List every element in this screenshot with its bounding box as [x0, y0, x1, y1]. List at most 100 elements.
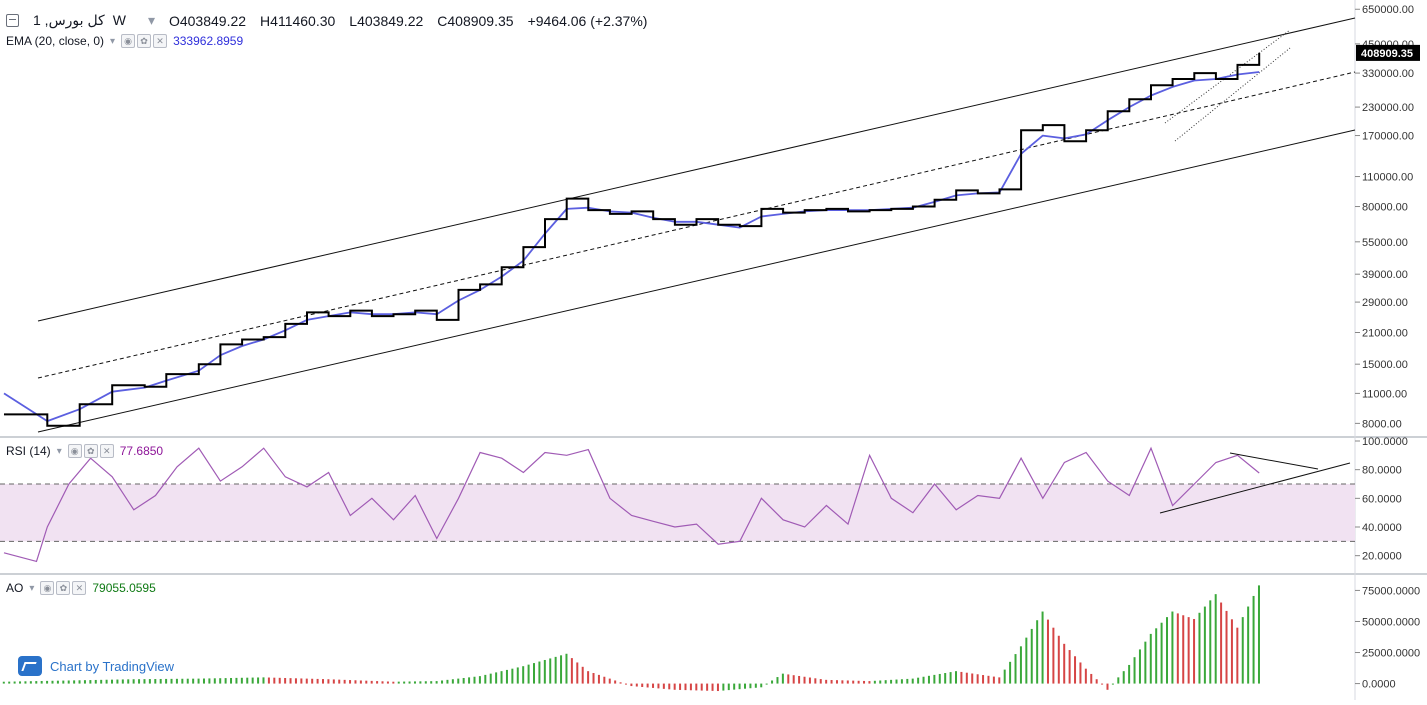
ao-bar — [912, 679, 914, 684]
price-axes[interactable]: 650000.00450000.00330000.00230000.001700… — [1355, 4, 1420, 690]
rsi-label[interactable]: RSI (14) — [6, 444, 51, 458]
ao-bar — [484, 675, 486, 684]
ao-bar — [1123, 671, 1125, 683]
ao-bar — [165, 679, 167, 684]
ao-bar — [895, 680, 897, 684]
eye-icon[interactable]: ◉ — [121, 34, 135, 48]
ao-bar — [419, 681, 421, 683]
ao-bar — [825, 680, 827, 684]
ao-bar — [571, 658, 573, 683]
chevron-down-icon[interactable]: ▾ — [148, 12, 155, 29]
ao-bar — [51, 681, 53, 684]
tradingview-logo-icon — [18, 656, 42, 676]
ao-bar — [760, 684, 762, 688]
ao-bar — [782, 674, 784, 684]
ao-bar — [690, 684, 692, 691]
ao-bar — [657, 684, 659, 689]
ao-bar — [219, 678, 221, 683]
ao-bar — [473, 677, 475, 684]
ao-bar — [1204, 607, 1206, 684]
ao-legend: AO ▾ ◉ ✿ ✕ 79055.0595 — [6, 581, 156, 595]
ema-line — [4, 72, 1259, 421]
ao-bar — [674, 684, 676, 690]
ao-bar — [776, 677, 778, 684]
symbol-legend: کل بورس, 1W ▾ O403849.22 H411460.30 L403… — [6, 12, 655, 29]
main-pane[interactable] — [4, 18, 1355, 432]
ao-bar — [143, 679, 145, 683]
ao-bar — [122, 679, 124, 683]
ao-bar — [668, 684, 670, 690]
ao-bar — [641, 684, 643, 687]
ao-bar — [1209, 600, 1211, 683]
rsi-value: 77.6850 — [120, 444, 163, 458]
ao-pane[interactable] — [3, 585, 1260, 691]
ao-label[interactable]: AO — [6, 581, 23, 595]
ao-bar — [452, 679, 454, 683]
ao-bar — [495, 672, 497, 683]
ao-bar — [1171, 612, 1173, 684]
ao-bar — [863, 681, 865, 684]
ao-bar — [582, 667, 584, 684]
ao-bar — [1193, 619, 1195, 684]
ao-bar — [744, 684, 746, 689]
chevron-down-icon[interactable]: ▾ — [57, 446, 62, 457]
gear-icon[interactable]: ✿ — [56, 581, 70, 595]
ao-bar — [998, 677, 1000, 683]
eye-icon[interactable]: ◉ — [68, 444, 82, 458]
chevron-down-icon[interactable]: ▾ — [110, 36, 115, 47]
ao-bar — [1198, 613, 1200, 684]
gear-icon[interactable]: ✿ — [137, 34, 151, 48]
ema-legend: EMA (20, close, 0) ▾ ◉ ✿ ✕ 333962.8959 — [6, 34, 243, 48]
close-icon[interactable]: ✕ — [72, 581, 86, 595]
ao-tick-label: 50000.0000 — [1362, 616, 1420, 628]
ao-bar — [1144, 642, 1146, 684]
ao-bar — [225, 678, 227, 683]
ao-bar — [630, 684, 632, 686]
branding-text[interactable]: Chart by TradingView — [50, 659, 174, 674]
ema-label[interactable]: EMA (20, close, 0) — [6, 34, 104, 48]
chevron-down-icon[interactable]: ▾ — [29, 583, 34, 594]
ao-bar — [1009, 662, 1011, 684]
gear-icon[interactable]: ✿ — [84, 444, 98, 458]
ao-bar — [565, 654, 567, 684]
ao-bar — [203, 679, 205, 684]
ao-bar — [171, 679, 173, 684]
ao-bar — [739, 684, 741, 690]
close-icon[interactable]: ✕ — [153, 34, 167, 48]
ao-bar — [1025, 638, 1027, 684]
ao-bar — [1215, 594, 1217, 683]
channel-lower-line — [38, 130, 1355, 432]
ao-bar — [317, 679, 319, 684]
ao-bar — [858, 681, 860, 684]
price-tick-label: 8000.00 — [1362, 418, 1402, 430]
ao-bar — [1090, 674, 1092, 684]
ao-bar — [392, 682, 394, 684]
eye-icon[interactable]: ◉ — [40, 581, 54, 595]
ao-bar — [511, 669, 513, 684]
tradingview-branding[interactable]: Chart by TradingView — [18, 656, 174, 676]
ao-bar — [14, 682, 16, 684]
collapse-icon[interactable] — [6, 14, 19, 27]
ao-bar — [901, 679, 903, 683]
ao-bar — [1052, 628, 1054, 684]
price-tick-label: 11000.00 — [1362, 388, 1407, 400]
close-icon[interactable]: ✕ — [100, 444, 114, 458]
ao-bar — [598, 675, 600, 684]
ao-bar — [928, 676, 930, 684]
ao-bar — [1139, 649, 1141, 683]
ao-bar — [290, 678, 292, 683]
ao-bar — [1253, 596, 1255, 684]
ao-bar — [679, 684, 681, 690]
ao-bar — [1161, 623, 1163, 684]
symbol-name[interactable]: کل بورس, 1W — [33, 12, 134, 29]
ao-bar — [1134, 657, 1136, 683]
ao-bar — [814, 678, 816, 683]
rsi-controls: ◉ ✿ ✕ — [68, 444, 114, 458]
ao-bar — [528, 665, 530, 684]
ao-bar — [284, 678, 286, 684]
ao-bar — [457, 679, 459, 684]
rsi-pane[interactable] — [0, 448, 1355, 561]
price-tick-label: 650000.00 — [1362, 4, 1414, 16]
